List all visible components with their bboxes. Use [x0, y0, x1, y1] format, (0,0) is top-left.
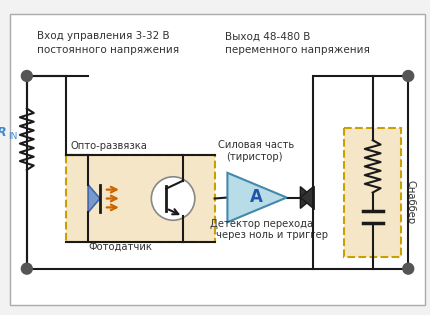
Text: Вход управления 3-32 В: Вход управления 3-32 В [37, 32, 169, 41]
Polygon shape [300, 187, 313, 209]
Text: IN: IN [8, 132, 18, 141]
FancyBboxPatch shape [66, 155, 215, 242]
Text: A: A [250, 188, 263, 206]
Text: Силовая часть: Силовая часть [218, 140, 294, 150]
Text: Фотодатчик: Фотодатчик [88, 242, 152, 252]
Text: R: R [0, 126, 7, 139]
Text: Выход 48-480 В: Выход 48-480 В [225, 32, 311, 41]
Polygon shape [300, 187, 313, 209]
Text: переменного напряжения: переменного напряжения [225, 45, 370, 55]
FancyBboxPatch shape [344, 128, 401, 257]
Circle shape [22, 71, 32, 81]
Text: Снаббер: Снаббер [405, 180, 415, 225]
Circle shape [403, 263, 414, 274]
Circle shape [22, 263, 32, 274]
Text: Опто-развязка: Опто-развязка [70, 141, 147, 151]
Text: постоянного напряжения: постоянного напряжения [37, 45, 179, 55]
Polygon shape [88, 185, 100, 212]
Circle shape [403, 71, 414, 81]
Text: Детектор перехода: Детектор перехода [210, 219, 313, 229]
Circle shape [151, 177, 195, 220]
Text: (тиристор): (тиристор) [227, 152, 283, 162]
Polygon shape [227, 173, 287, 222]
Text: через ноль и триггер: через ноль и триггер [215, 230, 328, 240]
